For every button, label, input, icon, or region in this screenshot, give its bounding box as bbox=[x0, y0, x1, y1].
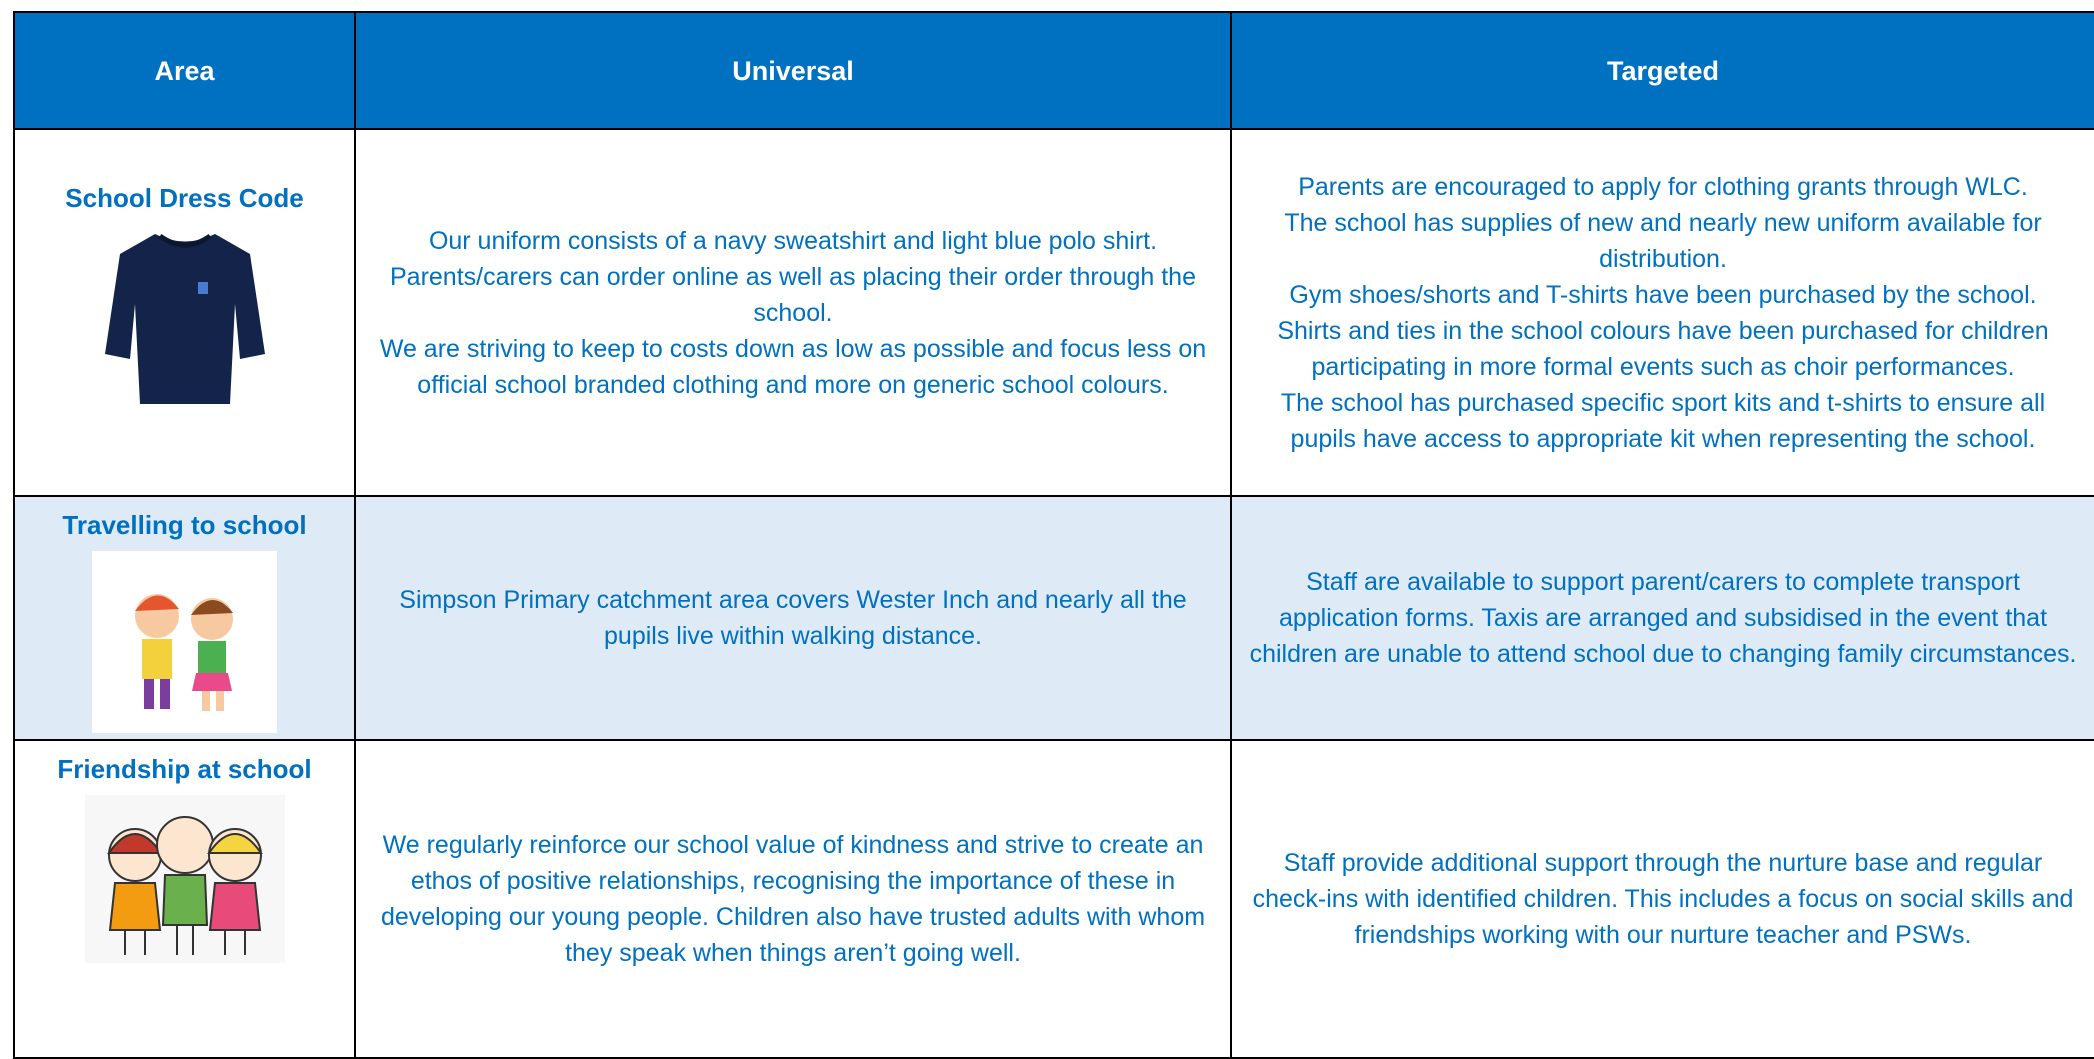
support-table: Area Universal Targeted School Dress Cod… bbox=[13, 11, 2094, 1059]
area-title: School Dress Code bbox=[65, 183, 304, 213]
page: Area Universal Targeted School Dress Cod… bbox=[13, 11, 2094, 1059]
cell-text: Shirts and ties in the school colours ha… bbox=[1277, 316, 2049, 381]
cell-text: Staff are available to support parent/ca… bbox=[1249, 568, 2077, 668]
friends-image bbox=[84, 795, 285, 963]
cell-text: The school has purchased specific sport … bbox=[1280, 388, 2046, 453]
cell-text: Parents are encouraged to apply for clot… bbox=[1298, 172, 2028, 201]
universal-cell: We regularly reinforce our school value … bbox=[354, 739, 1232, 1059]
row: Travelling to school Simpson Primary cat… bbox=[13, 495, 2094, 741]
header-cell: Targeted bbox=[1230, 11, 2094, 130]
targeted-cell: Staff are available to support parent/ca… bbox=[1230, 495, 2094, 741]
cell-text: Gym shoes/shorts and T-shirts have been … bbox=[1289, 280, 2037, 309]
area-cell: Friendship at school bbox=[13, 739, 356, 1059]
universal-cell: Our uniform consists of a navy sweatshir… bbox=[354, 128, 1232, 497]
cell-text: Our uniform consists of a navy sweatshir… bbox=[428, 226, 1158, 255]
header-cell: Area bbox=[13, 11, 356, 130]
cell-text: Simpson Primary catchment area covers We… bbox=[399, 586, 1187, 650]
universal-cell: Simpson Primary catchment area covers We… bbox=[354, 495, 1232, 741]
sweatshirt-image bbox=[104, 233, 265, 404]
cell-text: The school has supplies of new and nearl… bbox=[1284, 208, 2042, 273]
targeted-cell: Staff provide additional support through… bbox=[1230, 739, 2094, 1059]
area-cell: School Dress Code bbox=[13, 128, 356, 497]
cell-text: Staff provide additional support through… bbox=[1252, 849, 2074, 949]
children-walking-image bbox=[92, 551, 277, 733]
row: School Dress Code Our uniform consists o… bbox=[13, 128, 2094, 497]
cell-text: We are striving to keep to costs down as… bbox=[379, 334, 1207, 399]
targeted-cell: Parents are encouraged to apply for clot… bbox=[1230, 128, 2094, 497]
area-title: Friendship at school bbox=[57, 754, 312, 784]
cell-text: Parents/carers can order online as well … bbox=[390, 262, 1196, 327]
area-title: Travelling to school bbox=[62, 510, 307, 540]
header-cell: Universal bbox=[354, 11, 1232, 130]
area-cell: Travelling to school bbox=[13, 495, 356, 741]
header-row: Area Universal Targeted bbox=[13, 11, 2094, 130]
row: Friendship at school We regularly reinfo… bbox=[13, 739, 2094, 1059]
cell-text: We regularly reinforce our school value … bbox=[380, 831, 1206, 967]
